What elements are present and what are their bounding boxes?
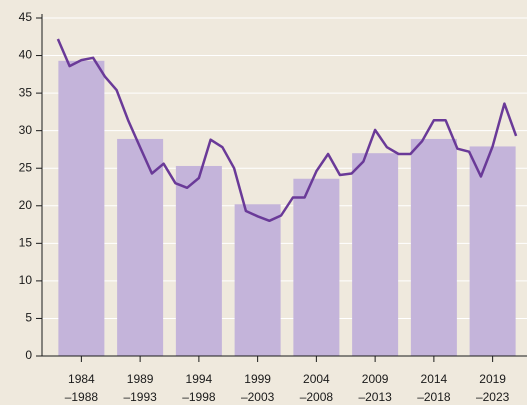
x-tick-label: –2023 [476, 390, 510, 404]
x-tick-label: 2004 [303, 372, 330, 386]
line [56, 38, 518, 223]
x-tick-label: 1999 [244, 372, 271, 386]
x-tick-label: 2009 [362, 372, 389, 386]
bar [234, 204, 281, 356]
x-tick-label: 1989 [127, 372, 154, 386]
y-tick-label: 35 [19, 85, 33, 99]
y-tick-label: 40 [19, 48, 33, 62]
y-tick-label: 0 [25, 348, 32, 362]
bar [293, 178, 340, 356]
x-tick-label: 1994 [186, 372, 213, 386]
x-tick-label: 2019 [479, 372, 506, 386]
x-tick-label: 2014 [421, 372, 448, 386]
x-tick-label: –2018 [417, 390, 451, 404]
bar [352, 153, 399, 356]
x-tick-label: –2003 [241, 390, 275, 404]
x-tick-label: –2008 [300, 390, 334, 404]
x-tick-label: –2013 [358, 390, 392, 404]
bar [410, 138, 457, 356]
bar [175, 165, 222, 356]
y-tick-label: 20 [19, 198, 33, 212]
y-tick-label: 25 [19, 160, 33, 174]
bar [117, 138, 164, 356]
bar [58, 60, 105, 357]
y-tick-label: 15 [19, 236, 33, 250]
x-tick-label: –1988 [65, 390, 99, 404]
x-tick-label: 1984 [68, 372, 95, 386]
x-tick-label: –1993 [123, 390, 157, 404]
y-tick-label: 10 [19, 273, 33, 287]
y-tick-label: 45 [19, 10, 33, 24]
y-tick-label: 5 [25, 311, 32, 325]
bar [469, 146, 516, 356]
x-tick-label: –1998 [182, 390, 216, 404]
y-tick-label: 30 [19, 123, 33, 137]
